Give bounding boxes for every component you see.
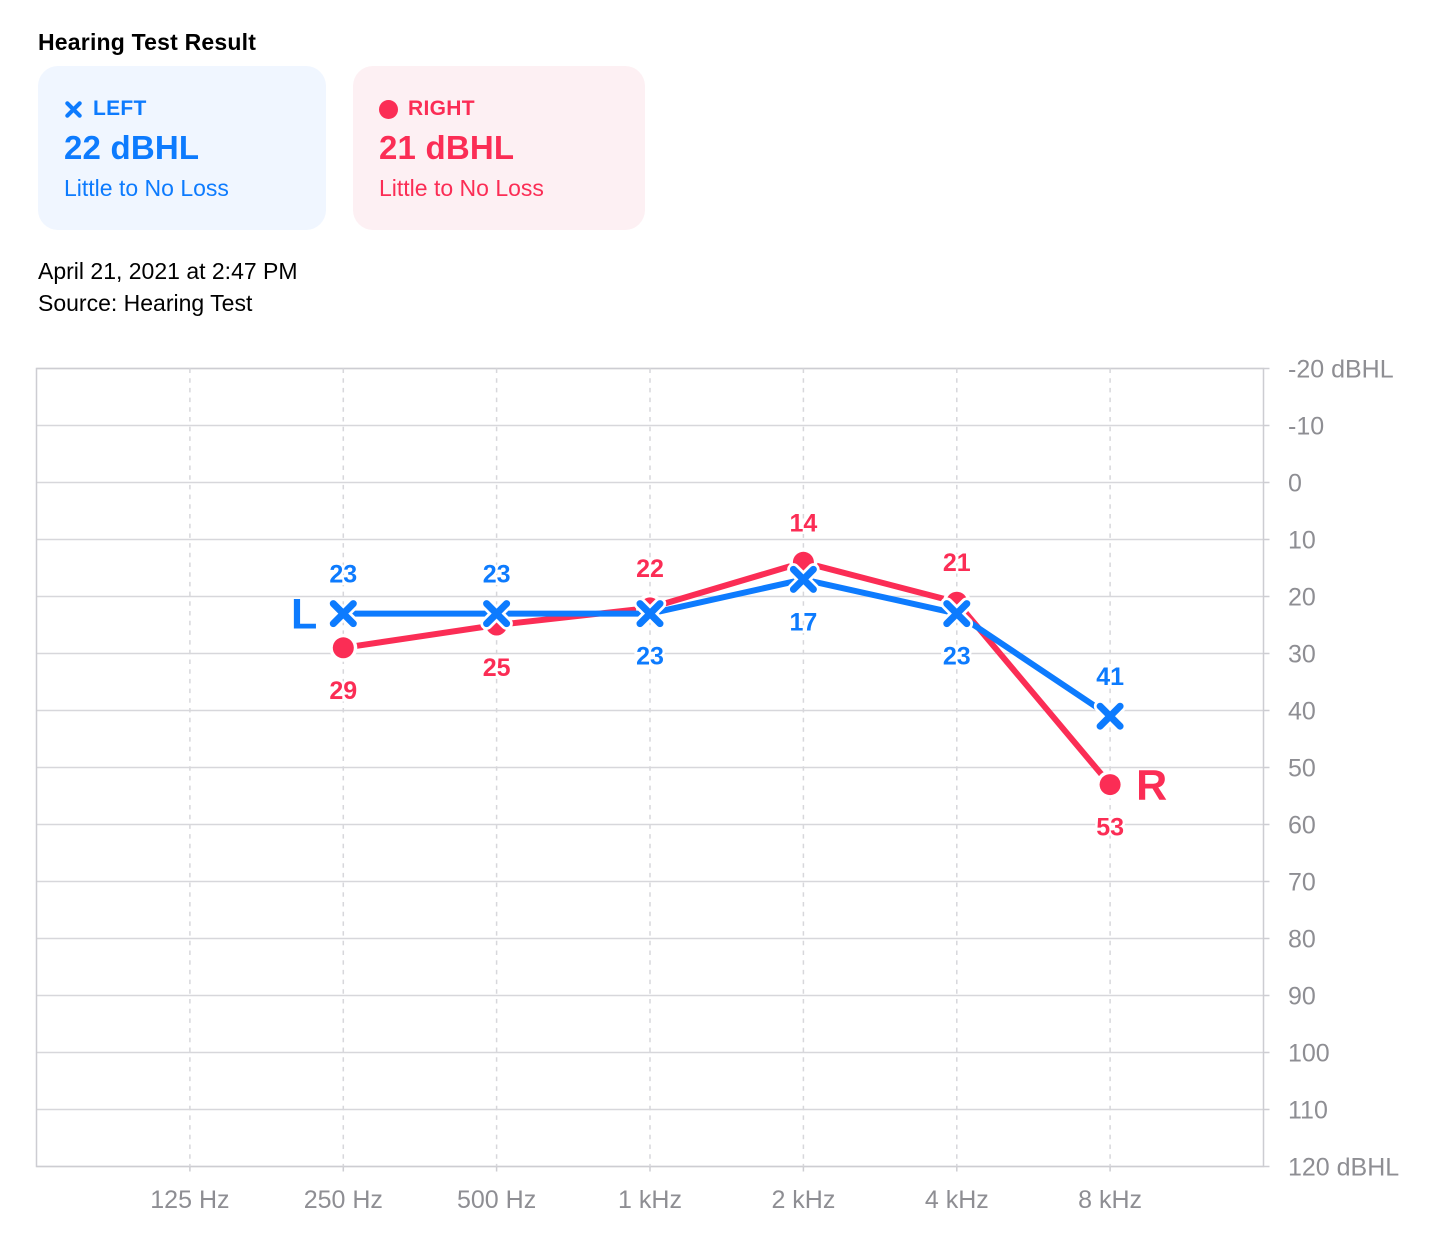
- x-tick-label: 500 Hz: [457, 1186, 536, 1214]
- test-meta: April 21, 2021 at 2:47 PM Source: Hearin…: [38, 255, 298, 319]
- y-tick-label: 40: [1288, 698, 1316, 726]
- right-ear-card-header: RIGHT: [379, 97, 625, 121]
- right-data-label: 22: [636, 555, 664, 583]
- dot-marker-icon: [379, 99, 398, 119]
- left-data-label: 23: [329, 561, 357, 589]
- x-tick-label: 1 kHz: [618, 1186, 682, 1214]
- left-marker: [483, 600, 511, 628]
- x-tick-label: 125 Hz: [150, 1186, 229, 1214]
- y-tick-label: 30: [1288, 641, 1316, 669]
- y-tick-label: -20 dBHL: [1288, 356, 1394, 384]
- test-source: Source: Hearing Test: [38, 290, 253, 316]
- y-tick-label: 120 dBHL: [1288, 1154, 1399, 1182]
- y-tick-label: 10: [1288, 527, 1316, 555]
- left-series-line: [340, 576, 1114, 720]
- y-tick-label: 110: [1288, 1097, 1328, 1125]
- left-marker: [943, 600, 971, 628]
- right-ear-card: RIGHT 21 dBHL Little to No Loss: [353, 66, 645, 230]
- x-tick-label: 2 kHz: [771, 1186, 835, 1214]
- x-tick-label: 250 Hz: [304, 1186, 383, 1214]
- x-marker-icon: [65, 100, 82, 118]
- y-tick-label: 60: [1288, 812, 1316, 840]
- y-tick-label: 50: [1288, 755, 1316, 783]
- left-ear-letter-label: L: [291, 591, 317, 639]
- right-ear-value: 21 dBHL: [379, 129, 515, 166]
- y-tick-label: 20: [1288, 584, 1316, 612]
- left-marker: [1096, 702, 1124, 730]
- y-tick-label: 80: [1288, 926, 1316, 954]
- left-data-label: 23: [483, 561, 511, 589]
- right-ear-status: Little to No Loss: [379, 175, 544, 201]
- right-marker: [332, 637, 354, 659]
- right-ear-label: RIGHT: [408, 97, 475, 120]
- test-datetime: April 21, 2021 at 2:47 PM: [38, 258, 298, 284]
- y-tick-label: 70: [1288, 869, 1316, 897]
- right-marker: [1099, 774, 1121, 796]
- right-data-label: 29: [329, 677, 357, 705]
- y-tick-label: 90: [1288, 983, 1316, 1011]
- right-data-label: 14: [789, 509, 817, 537]
- left-marker: [789, 565, 817, 593]
- y-tick-label: 0: [1288, 470, 1302, 498]
- left-data-label: 23: [636, 643, 664, 671]
- left-data-label: 41: [1096, 663, 1124, 691]
- page-title: Hearing Test Result: [38, 29, 257, 56]
- left-data-label: 17: [789, 608, 817, 636]
- right-data-label: 25: [483, 654, 511, 682]
- summary-cards: LEFT 22 dBHL Little to No Loss RIGHT 21 …: [38, 66, 645, 230]
- left-ear-label: LEFT: [93, 97, 147, 120]
- left-ear-card: LEFT 22 dBHL Little to No Loss: [38, 66, 326, 230]
- x-tick-label: 8 kHz: [1078, 1186, 1142, 1214]
- left-ear-status: Little to No Loss: [64, 175, 229, 201]
- y-tick-label: -10: [1288, 413, 1324, 441]
- x-tick-label: 4 kHz: [925, 1186, 989, 1214]
- left-ear-value: 22 dBHL: [64, 129, 200, 166]
- left-ear-card-header: LEFT: [64, 97, 306, 121]
- right-ear-letter-label: R: [1136, 762, 1167, 810]
- right-data-label: 53: [1096, 814, 1124, 842]
- left-marker: [329, 600, 357, 628]
- left-data-label: 23: [943, 643, 971, 671]
- left-marker: [636, 600, 664, 628]
- right-data-label: 21: [943, 549, 971, 577]
- y-tick-label: 100: [1288, 1040, 1330, 1068]
